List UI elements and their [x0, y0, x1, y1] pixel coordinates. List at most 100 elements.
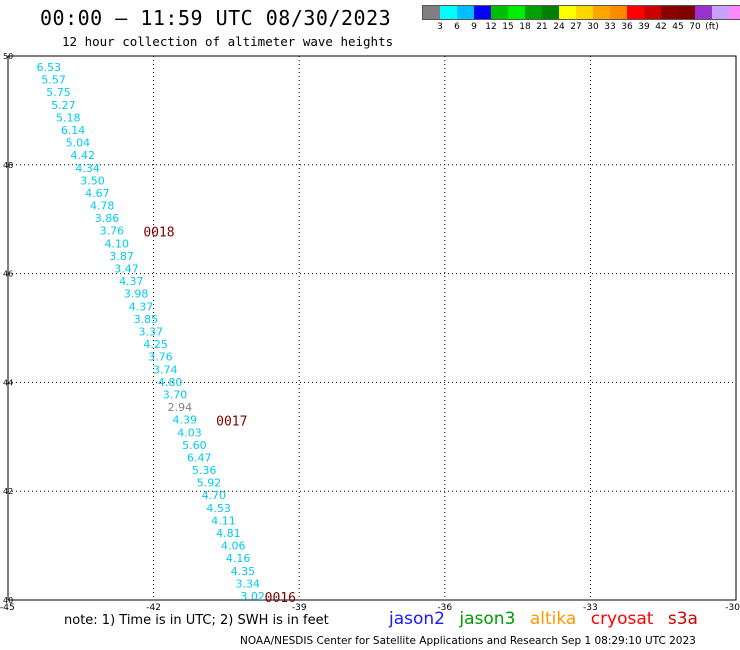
satellite-legend: jason2 jason3 altika cryosat s3a [389, 609, 707, 629]
color-swatch [440, 6, 457, 19]
pass-time-label: 0016 [265, 591, 296, 606]
color-scale-label: 15 [502, 22, 514, 32]
wave-height-value: 3.02 [240, 590, 265, 603]
color-swatch [525, 6, 542, 19]
color-scale-label: 21 [536, 22, 548, 32]
color-scale-label: 36 [621, 22, 633, 32]
wave-height-value: 4.53 [206, 502, 231, 515]
wave-height-value: 4.67 [85, 187, 110, 200]
wave-height-value: 4.39 [172, 414, 197, 427]
wave-height-value: 5.57 [41, 74, 65, 87]
wave-height-value: 5.60 [182, 439, 207, 452]
wave-height-value: 3.87 [109, 250, 134, 263]
wave-height-value: 3.76 [148, 351, 173, 364]
wave-height-value: 4.11 [211, 514, 236, 527]
wave-height-value: 5.18 [56, 111, 80, 124]
color-swatch [695, 6, 712, 19]
satellite-altika: altika [529, 609, 577, 629]
footer-note: note: 1) Time is in UTC; 2) SWH is in fe… [64, 613, 329, 628]
wave-height-value: 5.92 [197, 477, 222, 490]
wave-height-value: 4.16 [226, 552, 251, 565]
wave-height-value: 5.27 [51, 99, 75, 112]
color-swatch [678, 6, 695, 19]
wave-height-value: 2.94 [168, 401, 193, 414]
color-swatch [627, 6, 644, 19]
color-swatch [661, 6, 678, 19]
x-tick-label: -39 [292, 603, 307, 613]
color-scale-label: (ft) [705, 22, 719, 32]
wave-height-value: 3.74 [153, 363, 178, 376]
wave-height-value: 3.86 [95, 212, 120, 225]
satellite-cryosat: cryosat [590, 609, 654, 629]
plot-frame [7, 55, 737, 601]
page-subtitle: 12 hour collection of altimeter wave hei… [62, 34, 394, 49]
satellite-jason3: jason3 [459, 609, 516, 629]
color-swatch [491, 6, 508, 19]
color-scale-swatches [422, 5, 740, 20]
pass-time-label: 0018 [143, 226, 174, 241]
x-tick-label: -33 [583, 603, 598, 613]
color-scale-label: 30 [587, 22, 599, 32]
wave-height-value: 4.25 [143, 338, 168, 351]
color-swatch [542, 6, 559, 19]
y-tick-label: 46 [3, 270, 13, 279]
x-tick-label: -42 [146, 603, 161, 613]
wave-height-value: 3.34 [236, 577, 261, 590]
wave-height-value: 5.04 [66, 137, 91, 150]
wave-height-value: 4.34 [75, 162, 100, 175]
wave-height-value: 3.50 [80, 174, 105, 187]
wave-height-value: 4.81 [216, 527, 241, 540]
wave-height-value: 6.53 [37, 61, 62, 74]
y-tick-label: 44 [3, 378, 13, 387]
wave-height-value: 4.80 [158, 376, 183, 389]
wave-height-value: 4.35 [231, 565, 256, 578]
color-swatch [559, 6, 576, 19]
credit-line: NOAA/NESDIS Center for Satellite Applica… [240, 635, 696, 647]
color-swatch [576, 6, 593, 19]
wave-height-value: 4.70 [202, 489, 227, 502]
color-scale-label: 45 [672, 22, 684, 32]
color-scale-label: 27 [570, 22, 582, 32]
color-swatch [508, 6, 525, 19]
wave-height-value: 3.37 [138, 326, 163, 339]
y-tick-label: 48 [3, 161, 13, 170]
x-tick-label: -30 [725, 603, 740, 613]
page-title: 00:00 — 11:59 UTC 08/30/2023 [40, 6, 392, 30]
wave-height-value: 5.36 [192, 464, 217, 477]
y-tick-label: 50 [3, 52, 13, 61]
x-tick-label: -45 [0, 603, 15, 613]
pass-time-label: 0017 [216, 415, 247, 430]
wave-height-value: 3.70 [163, 388, 188, 401]
color-swatch [593, 6, 610, 19]
wave-height-value: 6.47 [187, 451, 212, 464]
y-tick-label: 40 [3, 596, 13, 605]
color-scale-legend: 3 6 9 12 15 18 21 24 27 30 33 36 39 42 45 70 (ft) [422, 5, 740, 34]
wave-height-value: 3.85 [134, 313, 159, 326]
satellite-s3a: s3a [667, 609, 698, 629]
color-swatch [712, 6, 729, 19]
color-swatch [474, 6, 491, 19]
color-swatch [457, 6, 474, 19]
color-swatch [610, 6, 627, 19]
color-scale-label: 9 [471, 22, 477, 32]
wave-height-value: 4.37 [119, 275, 144, 288]
wave-height-value: 3.47 [114, 263, 139, 276]
color-scale-label: 24 [553, 22, 565, 32]
wave-height-value: 3.76 [100, 225, 125, 238]
color-scale-label: 70 [689, 22, 701, 32]
wave-height-value: 5.75 [46, 86, 70, 99]
wave-height-value: 4.78 [90, 200, 115, 213]
color-scale-label: 3 [437, 22, 443, 32]
color-swatch [644, 6, 661, 19]
satellite-jason2: jason2 [389, 609, 445, 629]
color-scale-label: 12 [485, 22, 497, 32]
color-scale-label: 33 [604, 22, 616, 32]
color-scale-label: 42 [655, 22, 667, 32]
y-tick-label: 42 [3, 487, 13, 496]
color-scale-labels: 3 6 9 12 15 18 21 24 27 30 33 36 39 42 45 70 (ft) [422, 20, 740, 34]
wave-height-value: 6.14 [61, 124, 86, 137]
color-swatch [423, 6, 440, 19]
wave-height-value: 4.42 [71, 149, 96, 162]
wave-height-value: 4.10 [105, 237, 130, 250]
